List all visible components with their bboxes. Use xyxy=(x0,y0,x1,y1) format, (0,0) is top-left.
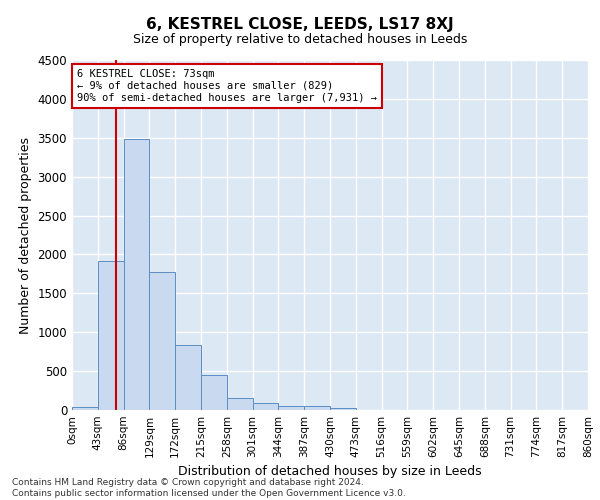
Bar xyxy=(278,406,304,410)
Bar xyxy=(98,260,124,410)
Bar xyxy=(201,374,227,410)
Bar xyxy=(149,272,175,410)
Bar xyxy=(304,406,330,410)
Bar xyxy=(124,140,149,410)
Bar xyxy=(227,398,253,410)
Bar xyxy=(330,408,356,410)
Bar xyxy=(253,402,278,410)
Bar xyxy=(175,344,201,410)
Text: Size of property relative to detached houses in Leeds: Size of property relative to detached ho… xyxy=(133,32,467,46)
Text: 6 KESTREL CLOSE: 73sqm
← 9% of detached houses are smaller (829)
90% of semi-det: 6 KESTREL CLOSE: 73sqm ← 9% of detached … xyxy=(77,70,377,102)
Text: Contains HM Land Registry data © Crown copyright and database right 2024.
Contai: Contains HM Land Registry data © Crown c… xyxy=(12,478,406,498)
Bar xyxy=(72,407,98,410)
X-axis label: Distribution of detached houses by size in Leeds: Distribution of detached houses by size … xyxy=(178,466,482,478)
Text: 6, KESTREL CLOSE, LEEDS, LS17 8XJ: 6, KESTREL CLOSE, LEEDS, LS17 8XJ xyxy=(146,18,454,32)
Y-axis label: Number of detached properties: Number of detached properties xyxy=(19,136,32,334)
